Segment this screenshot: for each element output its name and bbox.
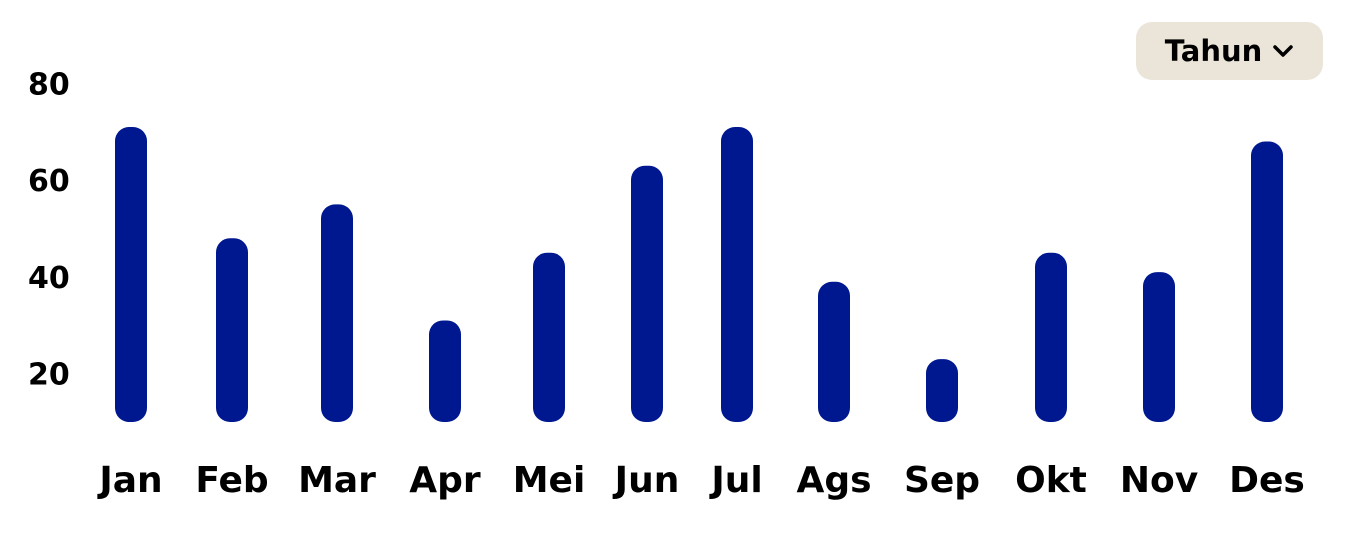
x-category-label: Jan (96, 460, 162, 501)
bar-sep[interactable] (926, 359, 958, 422)
x-category-label: Jul (708, 460, 762, 501)
bar-okt[interactable] (1035, 252, 1067, 422)
x-category-label: Nov (1120, 460, 1198, 501)
y-tick-label: 40 (28, 261, 70, 296)
bar-feb[interactable] (216, 238, 248, 422)
x-category-label: Des (1229, 460, 1305, 501)
chevron-down-icon (1273, 45, 1294, 57)
bar-mar[interactable] (321, 204, 353, 422)
bar-jun[interactable] (631, 165, 663, 422)
x-category-label: Ags (796, 460, 871, 501)
bar-ags[interactable] (818, 281, 850, 422)
bar-jul[interactable] (721, 127, 753, 422)
x-axis-labels: Jan Feb Mar Apr Mei Jun Jul Ags Sep Okt Nov Des (96, 460, 1305, 501)
y-tick-label: 20 (28, 358, 70, 393)
period-select-value: Tahun (1164, 34, 1263, 68)
x-category-label: Apr (409, 460, 481, 501)
x-category-label: Okt (1015, 460, 1087, 501)
bar-jan[interactable] (115, 127, 147, 422)
x-category-label: Mei (513, 460, 586, 501)
x-category-label: Mar (298, 460, 376, 501)
bar-apr[interactable] (429, 320, 461, 422)
x-category-label: Feb (195, 460, 268, 501)
bar-mei[interactable] (533, 252, 565, 422)
bars (115, 127, 1283, 423)
period-select[interactable]: Tahun (1136, 22, 1323, 80)
y-tick-label: 60 (28, 164, 70, 199)
bar-nov[interactable] (1143, 272, 1175, 422)
bar-des[interactable] (1251, 141, 1283, 423)
x-category-label: Sep (904, 460, 980, 501)
y-tick-label: 80 (28, 67, 70, 102)
y-axis-ticks: 20 40 60 80 (28, 67, 70, 392)
x-category-label: Jun (612, 460, 680, 501)
